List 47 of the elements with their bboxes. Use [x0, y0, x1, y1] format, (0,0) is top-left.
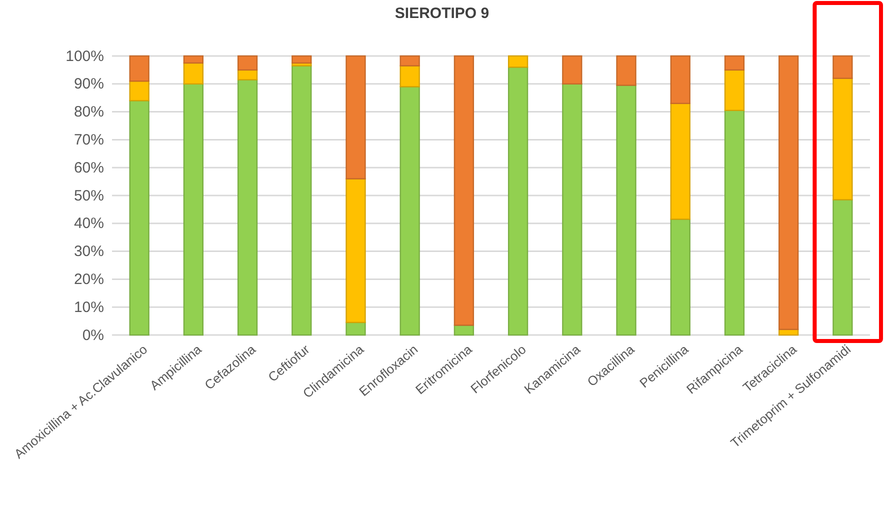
bar [562, 55, 582, 84]
bar [832, 78, 853, 200]
bar [183, 55, 204, 64]
y-tick-label: 40% [74, 215, 104, 232]
bar [724, 69, 745, 112]
bar [346, 55, 366, 180]
bar [454, 324, 474, 336]
y-tick-label: 10% [74, 298, 104, 316]
y-tick-label: 20% [74, 271, 104, 288]
bar [400, 65, 420, 88]
y-tick-label: 70% [74, 132, 104, 148]
bar [508, 55, 528, 68]
bar [129, 55, 150, 82]
y-tick-label: 60% [74, 159, 104, 176]
bar [724, 55, 745, 71]
bar [346, 322, 366, 336]
bar [616, 55, 636, 86]
bar [400, 55, 420, 66]
bar [508, 66, 528, 336]
y-tick-label: 0% [82, 326, 104, 344]
y-tick-label: 30% [74, 243, 104, 260]
y-tick-label: 90% [74, 76, 104, 93]
bar [400, 86, 420, 336]
bar [292, 65, 312, 336]
bar [237, 79, 258, 336]
bar [237, 55, 258, 71]
bar [616, 84, 636, 336]
bar [183, 83, 204, 336]
y-tick-label: 80% [74, 104, 104, 121]
bar [454, 55, 474, 326]
y-tick-label: 100% [66, 48, 104, 65]
bar [292, 55, 312, 64]
bar [832, 55, 853, 79]
bar [670, 102, 690, 220]
bar [724, 110, 745, 336]
bar [237, 69, 258, 80]
chart-title: SIEROTIPO 9 [394, 5, 490, 22]
bar [183, 62, 204, 84]
bar [832, 199, 853, 336]
bar [778, 55, 799, 330]
bar [129, 100, 150, 336]
bar [129, 80, 150, 102]
bar [562, 83, 582, 336]
bar [670, 55, 690, 104]
y-tick-label: 50% [74, 187, 104, 204]
bar [346, 178, 366, 324]
bar [670, 218, 690, 336]
